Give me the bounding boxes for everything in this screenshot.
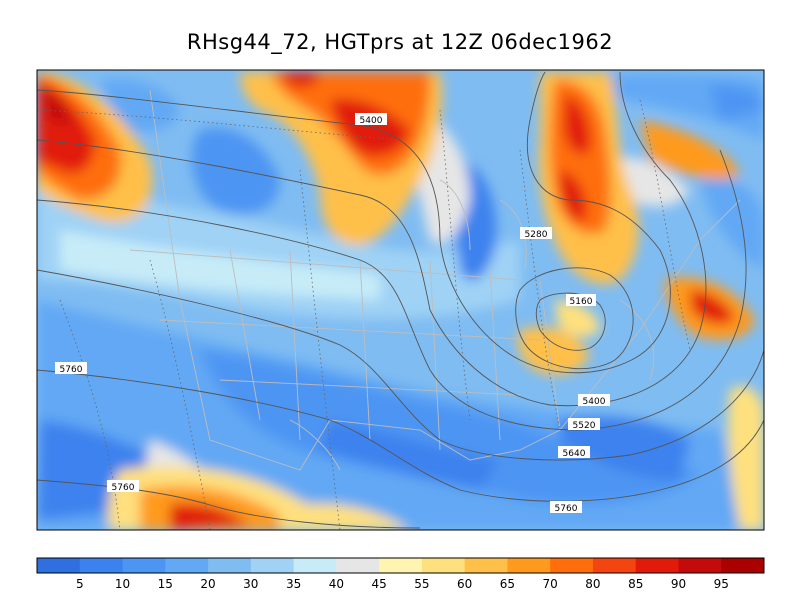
contour-label: 5640 bbox=[558, 446, 590, 459]
colorbar-box bbox=[507, 558, 551, 573]
colorbar-box bbox=[122, 558, 166, 573]
colorbar-box bbox=[293, 558, 337, 573]
colorbar-box bbox=[379, 558, 423, 573]
colorbar-tick-label: 15 bbox=[158, 577, 173, 591]
colorbar-tick-label: 90 bbox=[671, 577, 686, 591]
geographic-boundaries bbox=[129, 89, 741, 471]
colorbar-tick-label: 20 bbox=[200, 577, 215, 591]
svg-text:5520: 5520 bbox=[573, 421, 596, 431]
contour-label: 5400 bbox=[578, 394, 610, 407]
colorbar-tick-label: 10 bbox=[115, 577, 130, 591]
contour-label: 5760 bbox=[55, 362, 87, 375]
svg-text:5760: 5760 bbox=[60, 365, 83, 375]
colorbar-box bbox=[37, 558, 81, 573]
colorbar-boxes bbox=[37, 558, 765, 573]
colorbar-box bbox=[79, 558, 124, 573]
svg-text:5280: 5280 bbox=[525, 230, 548, 240]
svg-text:5640: 5640 bbox=[563, 449, 586, 459]
colorbar-tick-label: 60 bbox=[457, 577, 472, 591]
colorbar-tick-label: 80 bbox=[585, 577, 600, 591]
colorbar-tick-label: 5 bbox=[76, 577, 84, 591]
colorbar-tick-label: 40 bbox=[329, 577, 344, 591]
secondary-contours bbox=[37, 99, 691, 530]
map-title: RHsg44_72, HGTprs at 12Z 06dec1962 bbox=[186, 30, 614, 54]
svg-text:5760: 5760 bbox=[555, 504, 578, 514]
contour-label: 5760 bbox=[107, 480, 139, 493]
colorbar-box bbox=[592, 558, 637, 573]
colorbar-box bbox=[678, 558, 722, 573]
contour-label: 5160 bbox=[566, 294, 596, 307]
colorbar-tick-label: 85 bbox=[628, 577, 643, 591]
svg-text:5400: 5400 bbox=[583, 397, 606, 407]
contour-label: 5400 bbox=[355, 113, 387, 126]
colorbar-box bbox=[464, 558, 508, 573]
colorbar-box bbox=[421, 558, 466, 573]
contour-labels: 5400 5280 5160 5400 5520 5640 5760 5760 … bbox=[55, 113, 610, 514]
map-frame bbox=[36, 69, 765, 531]
svg-text:5760: 5760 bbox=[112, 483, 135, 493]
colorbar-tick-label: 35 bbox=[286, 577, 301, 591]
contour-label: 5280 bbox=[520, 227, 552, 240]
colorbar-box bbox=[250, 558, 295, 573]
height-contours bbox=[37, 71, 764, 529]
colorbar-box bbox=[165, 558, 209, 573]
colorbar-labels: 5 10 15 20 30 35 40 45 55 60 65 70 80 85 90 95 bbox=[76, 577, 729, 591]
colorbar-box bbox=[635, 558, 679, 573]
colorbar-tick-label: 55 bbox=[414, 577, 429, 591]
colorbar-tick-label: 30 bbox=[243, 577, 258, 591]
contour-label: 5520 bbox=[568, 418, 600, 431]
colorbar-box bbox=[550, 558, 594, 573]
colorbar-tick-label: 95 bbox=[714, 577, 729, 591]
colorbar-tick-label: 70 bbox=[543, 577, 558, 591]
colorbar-frame bbox=[36, 557, 765, 574]
svg-text:5400: 5400 bbox=[360, 116, 383, 126]
contour-label: 5760 bbox=[550, 501, 582, 514]
rh-field bbox=[37, 72, 764, 530]
colorbar-box bbox=[336, 558, 380, 573]
svg-text:5160: 5160 bbox=[570, 297, 593, 307]
colorbar-tick-label: 65 bbox=[500, 577, 515, 591]
colorbar-box bbox=[721, 558, 765, 573]
colorbar-box bbox=[208, 558, 252, 573]
colorbar-tick-label: 45 bbox=[371, 577, 386, 591]
